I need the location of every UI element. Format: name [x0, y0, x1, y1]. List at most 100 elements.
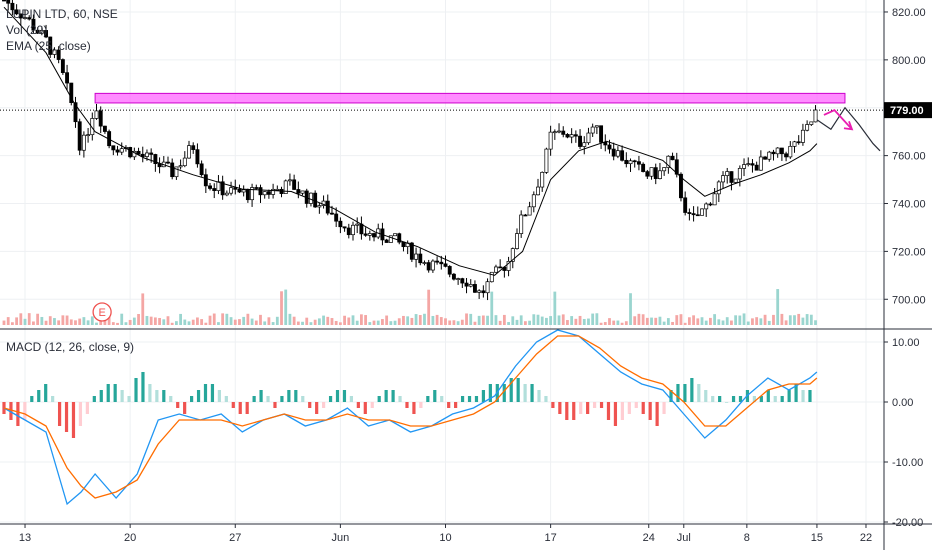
candle-body [716, 181, 721, 195]
volume-bar [204, 322, 208, 325]
candle-body [241, 189, 246, 193]
price-legend: LUPIN LTD, 60, NSE Vol (20) EMA (25, clo… [6, 6, 118, 54]
volume-bar [212, 313, 216, 325]
candle-body [708, 203, 713, 206]
candle-body [460, 278, 465, 284]
candle-body [145, 152, 149, 157]
macd-histogram-bar [259, 390, 263, 402]
volume-bar [53, 318, 56, 325]
candle-body [712, 193, 717, 206]
candle-body [384, 239, 389, 243]
volume-bar [734, 315, 738, 325]
candle-body [69, 82, 74, 103]
volume-bar [15, 317, 19, 325]
x-tick-label: Jul [677, 532, 691, 544]
volume-bar [435, 314, 439, 325]
volume-bar [271, 322, 275, 325]
macd-histogram-bar [224, 396, 228, 402]
volume-bar [692, 315, 695, 325]
volume-bar [650, 317, 653, 325]
candle-body [342, 226, 347, 229]
macd-histogram-bar [544, 396, 548, 402]
volume-bar [570, 316, 574, 325]
macd-histogram-bar [335, 390, 340, 402]
candle-body [599, 125, 604, 143]
macd-histogram-bar [134, 378, 138, 402]
macd-histogram-bar [613, 402, 618, 426]
candle-body [519, 214, 524, 234]
candle-body [18, 13, 23, 19]
volume-bar [528, 320, 531, 325]
x-tick-label: 8 [744, 532, 750, 544]
candle-body [283, 180, 288, 194]
volume-bar [217, 322, 220, 325]
candle-body [195, 149, 200, 165]
volume-bar [755, 317, 759, 325]
volume-bar [179, 313, 183, 325]
macd-histogram-bar [801, 390, 805, 402]
candle-body [187, 145, 191, 159]
candle-body [662, 167, 667, 172]
macd-histogram-bar [176, 402, 180, 408]
volume-bar [40, 316, 44, 325]
candle-body [796, 141, 801, 144]
candle-body [666, 155, 671, 168]
volume-bar [338, 322, 342, 325]
macd-histogram-bar [454, 402, 458, 408]
candle-body [447, 266, 452, 275]
volume-bar [82, 317, 86, 325]
candle-body [325, 200, 330, 214]
macd-histogram-bar [419, 402, 423, 408]
candle-body [725, 171, 730, 176]
macd-histogram-bar [460, 396, 465, 402]
candle-body [338, 220, 343, 228]
candle-body [372, 233, 376, 238]
volume-bar [343, 315, 346, 325]
volume-bar [561, 314, 565, 325]
volume-bar [284, 289, 288, 325]
volume-bar [301, 321, 304, 325]
macd-histogram-bar [641, 402, 645, 414]
volume-bar [759, 318, 763, 325]
candle-body [35, 29, 40, 34]
volume-bar [494, 315, 498, 325]
volume-bar [414, 314, 418, 325]
candle-body [569, 134, 574, 138]
macd-histogram-bar [787, 390, 791, 402]
candle-body [582, 142, 587, 147]
candle-body [485, 281, 490, 294]
candle-body [77, 121, 82, 151]
macd-histogram-bar [155, 390, 159, 402]
candle-body [515, 233, 519, 249]
macd-histogram-bar [301, 396, 305, 402]
volume-bar [158, 317, 161, 325]
macd-histogram-bar [370, 402, 374, 408]
volume-bar [44, 320, 48, 325]
candle-body [418, 253, 423, 264]
x-tick-label: 22 [860, 532, 872, 544]
macd-histogram-bar [141, 372, 145, 402]
volume-bar [536, 314, 540, 325]
volume-bar [187, 321, 191, 325]
macd-histogram-bar [342, 390, 347, 402]
candle-body [632, 160, 637, 163]
candle-body [435, 260, 440, 263]
volume-bar [107, 315, 111, 325]
volume-bar [704, 320, 708, 325]
candle-body [271, 188, 276, 195]
candle-body [39, 30, 44, 34]
candle-body [809, 121, 814, 125]
candle-body [603, 141, 608, 146]
volume-bar [477, 315, 481, 325]
candle-body [784, 153, 789, 158]
candle-body [792, 141, 797, 147]
macd-histogram-bar [349, 396, 354, 402]
macd-y-tick-label: -20.00 [892, 517, 923, 529]
forecast-arrow [823, 109, 853, 130]
macd-histogram-bar [169, 396, 173, 402]
candle-body [10, 2, 15, 11]
volume-bar [254, 320, 258, 325]
volume-bar [595, 313, 599, 325]
candle-body [2, 0, 6, 2]
volume-bar [385, 315, 389, 325]
